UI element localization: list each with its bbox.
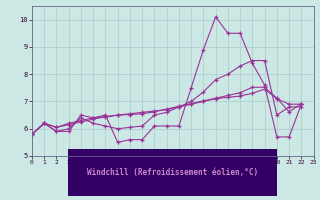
X-axis label: Windchill (Refroidissement éolien,°C): Windchill (Refroidissement éolien,°C): [87, 168, 258, 177]
